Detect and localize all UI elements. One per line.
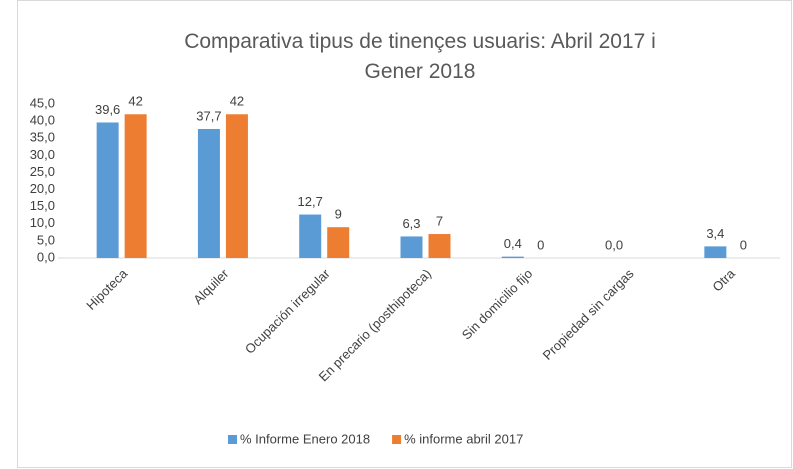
data-label: 3,4 — [706, 226, 724, 241]
bar — [501, 256, 524, 258]
data-label: 42 — [128, 94, 142, 109]
bar — [124, 114, 147, 259]
bar — [428, 234, 451, 258]
bar — [225, 114, 248, 259]
data-label: 0,4 — [504, 236, 522, 251]
y-tick-label: 35,0 — [30, 130, 55, 145]
y-tick-label: 20,0 — [30, 181, 55, 196]
legend-swatch — [228, 435, 237, 444]
bar — [96, 122, 119, 258]
data-label: 39,6 — [95, 102, 120, 117]
data-label: 7 — [436, 213, 443, 228]
legend-label: % informe abril 2017 — [404, 431, 523, 446]
chart-title: Comparativa tipus de tinençes usuaris: A… — [184, 30, 656, 83]
bar — [197, 128, 220, 258]
y-tick-label: 10,0 — [30, 215, 55, 230]
y-tick-label: 40,0 — [30, 113, 55, 128]
bar — [299, 214, 322, 258]
bar — [400, 236, 423, 258]
bar — [704, 246, 727, 258]
legend-swatch — [392, 435, 402, 444]
bar — [327, 227, 350, 258]
y-tick-label: 25,0 — [30, 164, 55, 179]
data-label: 6,3 — [402, 216, 420, 231]
y-tick-label: 5,0 — [37, 232, 55, 247]
y-tick-label: 30,0 — [30, 147, 55, 162]
data-label: 0 — [740, 237, 747, 252]
data-label: 12,7 — [298, 194, 323, 209]
y-tick-label: 45,0 — [30, 95, 55, 110]
data-label: 0,0 — [605, 237, 623, 252]
data-label: 42 — [230, 94, 244, 109]
y-tick-label: 15,0 — [30, 198, 55, 213]
legend-label: % Informe Enero 2018 — [240, 431, 370, 446]
data-label: 9 — [335, 207, 342, 222]
data-label: 0 — [537, 237, 544, 252]
y-tick-label: 0,0 — [37, 249, 55, 264]
data-label: 37,7 — [196, 108, 221, 123]
